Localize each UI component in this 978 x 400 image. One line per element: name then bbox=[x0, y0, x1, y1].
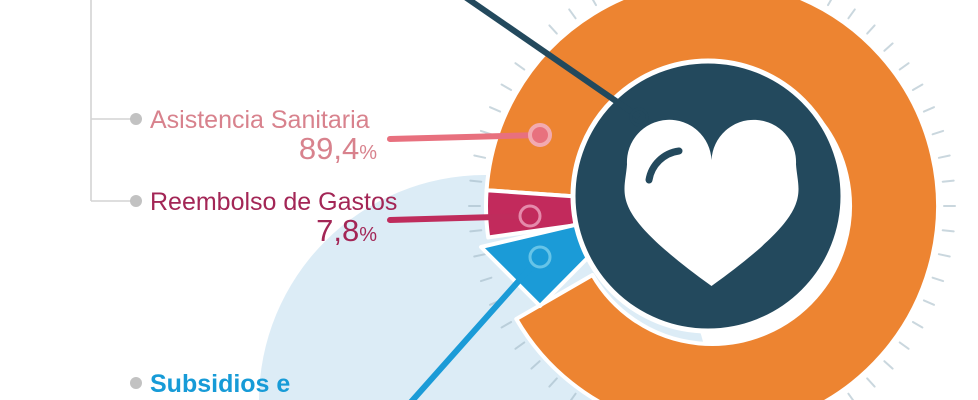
svg-text:Asistencia Sanitaria: Asistencia Sanitaria bbox=[150, 106, 370, 134]
svg-text:89,4%: 89,4% bbox=[299, 131, 377, 166]
svg-text:Reembolso de Gastos: Reembolso de Gastos bbox=[150, 188, 397, 216]
svg-text:Subsidios e: Subsidios e bbox=[150, 370, 290, 398]
